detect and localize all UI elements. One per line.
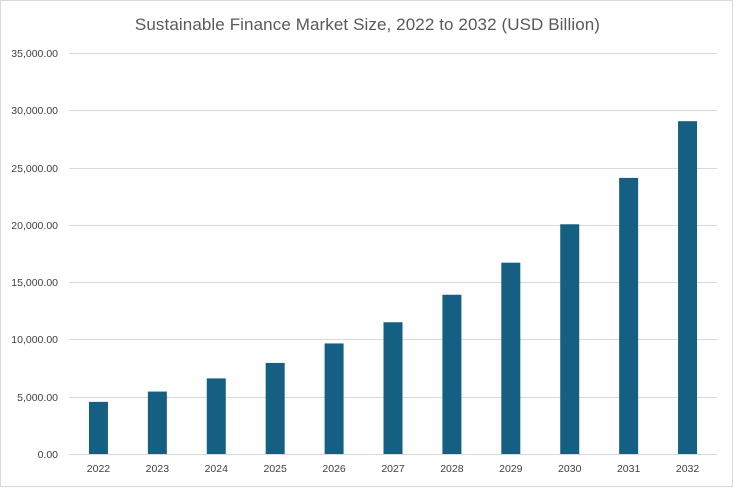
x-tick-label: 2028 bbox=[440, 463, 464, 475]
bar-2022 bbox=[88, 401, 108, 454]
x-tick-label: 2030 bbox=[558, 463, 582, 475]
bar-2028 bbox=[442, 294, 462, 454]
y-tick-label: 5,000.00 bbox=[17, 392, 58, 404]
bar-2032 bbox=[678, 121, 698, 455]
x-tick-label: 2031 bbox=[617, 463, 641, 475]
x-tick-label: 2022 bbox=[87, 463, 111, 475]
bar-2030 bbox=[560, 224, 580, 454]
bar-2025 bbox=[265, 362, 285, 454]
x-axis-ticks: 2022 2023 2024 2025 2026 2027 2028 2029 2030 2031… bbox=[87, 463, 700, 475]
bar-2023 bbox=[147, 391, 167, 454]
y-tick-label: 25,000.00 bbox=[11, 163, 58, 175]
bar-2029 bbox=[501, 262, 521, 454]
y-tick-label: 35,000.00 bbox=[11, 48, 58, 60]
bar-2031 bbox=[619, 177, 639, 454]
bars bbox=[88, 121, 698, 455]
x-tick-label: 2027 bbox=[381, 463, 405, 475]
x-tick-label: 2029 bbox=[499, 463, 523, 475]
y-tick-label: 10,000.00 bbox=[11, 334, 58, 346]
x-tick-label: 2023 bbox=[146, 463, 170, 475]
x-tick-label: 2025 bbox=[264, 463, 288, 475]
y-tick-label: 15,000.00 bbox=[11, 277, 58, 289]
x-tick-label: 2026 bbox=[322, 463, 346, 475]
bar-2026 bbox=[324, 343, 344, 454]
bar-2024 bbox=[206, 378, 226, 454]
y-axis-ticks: 0.00 5,000.00 10,000.00 15,000.00 20,000.00 2… bbox=[11, 48, 58, 461]
x-tick-label: 2024 bbox=[205, 463, 229, 475]
x-tick-label: 2032 bbox=[676, 463, 700, 475]
bar-2027 bbox=[383, 322, 403, 454]
chart-title: Sustainable Finance Market Size, 2022 to… bbox=[134, 15, 601, 34]
y-tick-label: 20,000.00 bbox=[11, 220, 58, 232]
y-tick-label: 0.00 bbox=[38, 449, 59, 461]
y-tick-label: 30,000.00 bbox=[11, 105, 58, 117]
